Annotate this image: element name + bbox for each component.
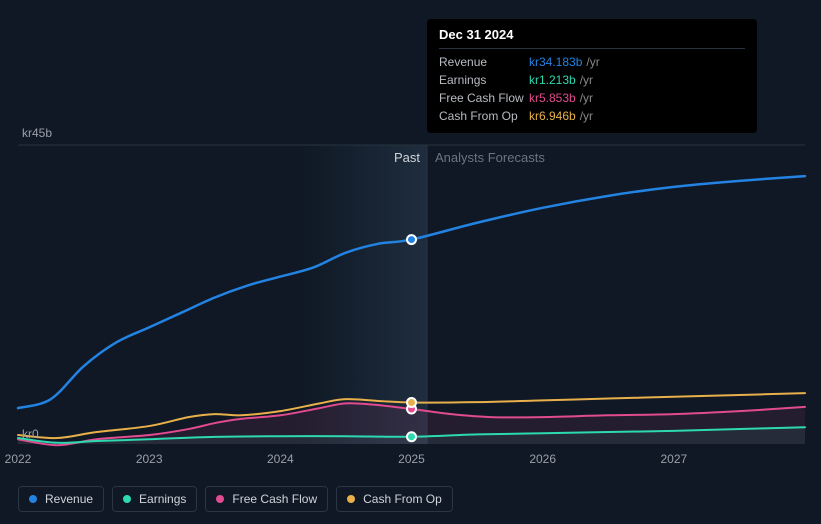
x-tick-label: 2024 <box>267 452 294 466</box>
x-tick-label: 2023 <box>136 452 163 466</box>
tooltip-row-value: kr1.213b <box>529 73 576 87</box>
tooltip-row-unit: /yr <box>580 91 593 105</box>
tooltip-row-unit: /yr <box>586 55 599 69</box>
marker-earnings <box>407 432 416 441</box>
section-label-forecast: Analysts Forecasts <box>435 150 545 165</box>
tooltip-row-label: Cash From Op <box>439 109 529 123</box>
tooltip-row-label: Free Cash Flow <box>439 91 529 105</box>
y-tick-label: kr45b <box>22 126 52 140</box>
chart-legend: Revenue Earnings Free Cash Flow Cash From O… <box>18 486 453 512</box>
legend-item-fcf[interactable]: Free Cash Flow <box>205 486 328 512</box>
legend-item-cfo[interactable]: Cash From Op <box>336 486 453 512</box>
tooltip-row: Earningskr1.213b/yr <box>439 71 745 89</box>
tooltip-row-value: kr34.183b <box>529 55 582 69</box>
tooltip-row-label: Revenue <box>439 55 529 69</box>
marker-cfo <box>407 398 416 407</box>
legend-item-revenue[interactable]: Revenue <box>18 486 104 512</box>
tooltip-row: Free Cash Flowkr5.853b/yr <box>439 89 745 107</box>
section-label-past: Past <box>394 150 420 165</box>
legend-dot-icon <box>216 495 224 503</box>
y-tick-label: kr0 <box>22 427 39 441</box>
legend-dot-icon <box>123 495 131 503</box>
legend-dot-icon <box>29 495 37 503</box>
chart-tooltip: Dec 31 2024 Revenuekr34.183b/yrEarningsk… <box>427 19 757 133</box>
tooltip-row-unit: /yr <box>580 73 593 87</box>
x-tick-label: 2025 <box>398 452 425 466</box>
marker-revenue <box>407 235 416 244</box>
tooltip-row-value: kr5.853b <box>529 91 576 105</box>
legend-item-label: Cash From Op <box>363 492 442 506</box>
tooltip-row: Cash From Opkr6.946b/yr <box>439 107 745 125</box>
legend-item-label: Revenue <box>45 492 93 506</box>
legend-item-label: Earnings <box>139 492 186 506</box>
tooltip-row: Revenuekr34.183b/yr <box>439 53 745 71</box>
x-tick-label: 2022 <box>5 452 32 466</box>
legend-item-label: Free Cash Flow <box>232 492 317 506</box>
tooltip-title: Dec 31 2024 <box>439 27 745 49</box>
tooltip-row-label: Earnings <box>439 73 529 87</box>
tooltip-row-value: kr6.946b <box>529 109 576 123</box>
tooltip-row-unit: /yr <box>580 109 593 123</box>
legend-item-earnings[interactable]: Earnings <box>112 486 197 512</box>
x-tick-label: 2027 <box>660 452 687 466</box>
legend-dot-icon <box>347 495 355 503</box>
x-tick-label: 2026 <box>529 452 556 466</box>
